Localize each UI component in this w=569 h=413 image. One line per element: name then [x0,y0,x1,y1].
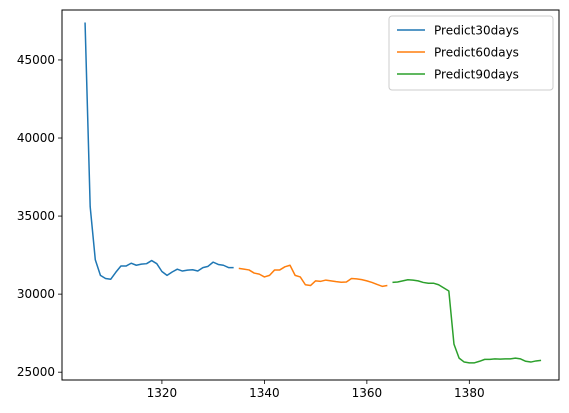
y-tick-label: 35000 [17,209,55,223]
y-tick-label: 40000 [17,131,55,145]
x-axis: 1320 1340 1360 1380 [147,380,485,400]
x-tick-label: 1340 [249,386,280,400]
x-tick-label: 1380 [454,386,485,400]
series-line-3 [392,279,542,364]
x-tick-label: 1360 [352,386,383,400]
legend-label: Predict30days [434,24,519,38]
x-tick-label: 1320 [147,386,178,400]
legend-label: Predict60days [434,46,519,60]
legend: Predict30days Predict60days Predict90days [388,15,554,91]
y-tick-label: 30000 [17,287,55,301]
y-tick-label: 45000 [17,53,55,67]
y-tick-label: 25000 [17,365,55,379]
series-lines [84,22,542,364]
plot-frame [61,9,560,381]
y-axis: 25000 30000 35000 40000 45000 [17,53,62,379]
series-line-2 [238,264,388,288]
legend-label: Predict90days [434,68,519,82]
legend-box [388,15,554,91]
series-line-1 [84,22,234,281]
